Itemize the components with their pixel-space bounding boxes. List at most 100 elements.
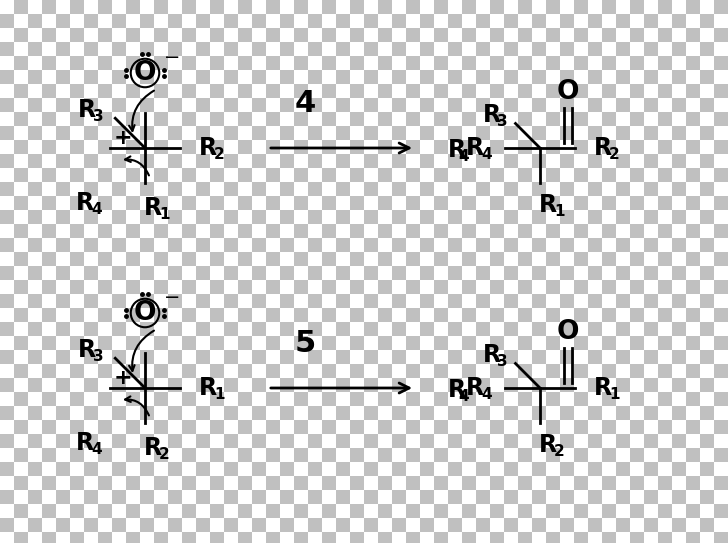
Bar xyxy=(714,476,728,490)
Bar xyxy=(364,448,378,462)
Bar xyxy=(84,350,98,364)
Bar xyxy=(644,42,658,56)
Bar xyxy=(490,462,504,476)
Bar xyxy=(126,518,140,532)
Bar xyxy=(182,112,196,126)
Bar xyxy=(126,0,140,14)
Bar xyxy=(434,28,448,42)
Bar xyxy=(252,98,266,112)
Bar xyxy=(406,210,420,224)
Bar xyxy=(714,112,728,126)
Bar xyxy=(378,322,392,336)
Bar xyxy=(630,42,644,56)
Bar xyxy=(490,364,504,378)
Bar xyxy=(0,378,14,392)
Bar xyxy=(336,532,350,543)
Bar xyxy=(420,476,434,490)
Bar xyxy=(406,98,420,112)
Bar xyxy=(224,154,238,168)
Bar xyxy=(406,364,420,378)
Bar xyxy=(602,238,616,252)
Bar xyxy=(406,70,420,84)
Bar xyxy=(574,518,588,532)
Bar xyxy=(644,322,658,336)
Bar xyxy=(266,112,280,126)
Bar xyxy=(448,322,462,336)
Bar xyxy=(168,0,182,14)
Bar xyxy=(154,28,168,42)
Bar xyxy=(350,98,364,112)
Bar xyxy=(504,266,518,280)
Bar xyxy=(238,140,252,154)
Bar xyxy=(336,182,350,196)
Bar xyxy=(252,420,266,434)
Bar xyxy=(602,56,616,70)
Bar xyxy=(518,42,532,56)
Bar xyxy=(714,210,728,224)
Bar xyxy=(616,56,630,70)
Bar xyxy=(532,420,546,434)
Bar xyxy=(182,70,196,84)
Bar xyxy=(406,238,420,252)
Bar xyxy=(14,266,28,280)
Bar xyxy=(154,266,168,280)
Bar xyxy=(280,406,294,420)
Bar xyxy=(700,224,714,238)
Bar xyxy=(630,280,644,294)
Bar xyxy=(518,518,532,532)
Bar xyxy=(154,238,168,252)
Bar xyxy=(196,350,210,364)
Bar xyxy=(434,336,448,350)
Bar xyxy=(280,280,294,294)
Bar xyxy=(294,476,308,490)
Bar xyxy=(616,504,630,518)
Bar xyxy=(350,294,364,308)
Bar xyxy=(294,98,308,112)
Bar xyxy=(350,112,364,126)
Bar xyxy=(350,70,364,84)
Bar xyxy=(434,168,448,182)
Bar xyxy=(140,238,154,252)
Bar xyxy=(70,378,84,392)
Bar xyxy=(252,266,266,280)
Bar xyxy=(574,532,588,543)
Bar xyxy=(98,14,112,28)
Text: 1: 1 xyxy=(214,387,224,402)
Bar xyxy=(434,532,448,543)
Bar xyxy=(14,406,28,420)
Bar xyxy=(476,532,490,543)
Bar xyxy=(378,238,392,252)
Bar xyxy=(70,210,84,224)
Bar xyxy=(462,504,476,518)
Bar xyxy=(238,70,252,84)
Bar xyxy=(630,224,644,238)
Bar xyxy=(560,448,574,462)
Bar xyxy=(98,56,112,70)
Bar xyxy=(420,420,434,434)
Bar xyxy=(56,168,70,182)
Bar xyxy=(476,0,490,14)
Bar xyxy=(574,490,588,504)
Bar xyxy=(182,308,196,322)
Bar xyxy=(630,168,644,182)
Bar xyxy=(224,14,238,28)
Bar xyxy=(0,490,14,504)
Bar xyxy=(238,252,252,266)
Bar xyxy=(686,154,700,168)
Bar xyxy=(196,378,210,392)
Bar xyxy=(168,238,182,252)
Bar xyxy=(602,168,616,182)
Bar xyxy=(322,308,336,322)
Bar xyxy=(714,182,728,196)
Bar xyxy=(266,490,280,504)
Bar xyxy=(336,462,350,476)
Bar xyxy=(112,308,126,322)
Bar xyxy=(560,392,574,406)
Bar xyxy=(686,238,700,252)
Bar xyxy=(420,364,434,378)
Text: R: R xyxy=(144,436,162,460)
Bar xyxy=(336,154,350,168)
Bar xyxy=(70,98,84,112)
Bar xyxy=(28,98,42,112)
Bar xyxy=(448,364,462,378)
